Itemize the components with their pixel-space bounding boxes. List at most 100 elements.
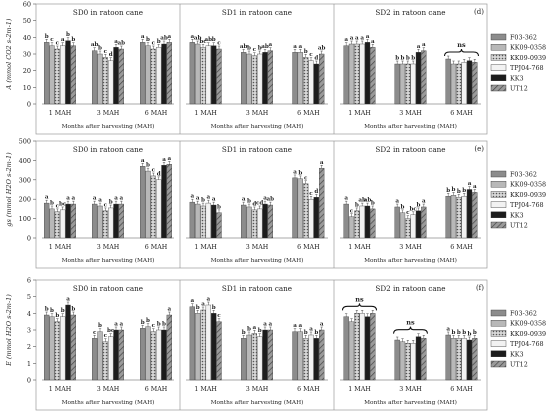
significance-letter: b <box>258 46 262 52</box>
bar <box>156 329 162 381</box>
y-tick-label: 1 <box>27 360 31 368</box>
significance-letter: a <box>350 36 354 42</box>
bar <box>200 205 206 239</box>
bar <box>49 316 55 381</box>
bar <box>118 329 124 381</box>
legend-entry: KK3 <box>510 350 524 358</box>
significance-letter: b <box>417 202 421 208</box>
significance-letter: b <box>371 200 375 206</box>
significance-letter: ab <box>194 36 202 42</box>
significance-letter: c <box>104 202 108 208</box>
panel-title: SD2 in ratoon cane <box>375 8 445 17</box>
bar <box>216 212 222 239</box>
bar <box>348 43 355 105</box>
significance-letter: a <box>422 199 426 205</box>
significance-letter: c <box>304 175 308 181</box>
bar <box>415 52 422 105</box>
legend-swatch <box>490 360 507 368</box>
bar <box>251 55 257 105</box>
bar <box>364 316 371 381</box>
bar <box>189 201 195 239</box>
bar <box>195 43 201 105</box>
significance-letter: b <box>457 189 461 195</box>
bar <box>267 204 273 239</box>
y-tick-label: 0 <box>27 235 31 243</box>
legend-entry: UT12 <box>510 361 528 369</box>
bar <box>394 63 400 105</box>
bar <box>466 339 473 381</box>
significance-letter: b <box>247 46 251 52</box>
bar <box>70 203 76 239</box>
y-tick-label: 4 <box>27 310 31 318</box>
bar <box>303 338 309 381</box>
significance-letter: a <box>114 322 118 328</box>
bar <box>348 321 355 381</box>
bar <box>303 183 309 239</box>
bar <box>313 63 319 105</box>
significance-letter: c <box>152 323 156 329</box>
y-tick-label: 6 <box>27 277 31 285</box>
bar <box>450 338 457 381</box>
bar <box>200 309 206 381</box>
significance-letter: b <box>401 56 405 62</box>
bar <box>421 338 427 381</box>
y-axis-label: E (mmol H2O s-2m-1) <box>5 294 13 367</box>
x-tick-label: 3 MAH <box>97 110 120 117</box>
bar <box>49 208 55 239</box>
bar <box>308 334 314 381</box>
significance-letter: a <box>168 34 172 40</box>
bar <box>60 209 66 239</box>
x-axis-label: Months after harvesting (MAH) <box>364 257 457 264</box>
legend-entry: KK09-0939 <box>510 191 546 199</box>
significance-letter: a <box>355 36 359 42</box>
bar <box>113 47 119 105</box>
legend-swatch <box>490 191 507 198</box>
significance-letter: b <box>457 330 461 336</box>
bar <box>359 205 365 239</box>
bar <box>343 203 349 239</box>
significance-letter: b <box>401 204 405 210</box>
x-tick-label: 3 MAH <box>246 110 269 117</box>
panel-title: SD0 in ratoon cane <box>73 284 143 293</box>
significance-letter: b <box>61 308 65 314</box>
bar <box>246 334 252 381</box>
bar <box>421 50 427 105</box>
x-tick-label: 1 MAH <box>49 386 72 393</box>
significance-letter: ab <box>267 197 275 203</box>
y-tick-label: 5 <box>27 293 31 301</box>
significance-letter: ab <box>91 42 99 48</box>
legend-swatch <box>490 201 507 208</box>
y-tick-label: 10 <box>23 84 31 92</box>
significance-letter: a <box>299 44 303 50</box>
bar <box>472 192 478 239</box>
significance-letter: c <box>56 203 60 209</box>
significance-letter: a <box>66 196 70 202</box>
bar <box>241 338 247 381</box>
panel-2: SD1 in ratoon cane Months after harvestin… <box>186 8 328 130</box>
bar <box>410 63 416 105</box>
x-axis-label: Months after harvesting (MAH) <box>62 399 155 406</box>
legend-swatch <box>490 64 507 71</box>
significance-letter: a <box>212 197 216 203</box>
significance-letter: a <box>468 181 472 187</box>
bar <box>161 165 167 239</box>
bar <box>456 63 462 105</box>
significance-letter: b <box>146 163 150 169</box>
bar <box>102 341 108 381</box>
x-tick-label: 1 MAH <box>194 110 217 117</box>
bar <box>445 334 451 381</box>
significance-letter: b <box>98 46 102 52</box>
significance-letter: b <box>247 199 251 205</box>
y-axis-label: A (mmol CO2 s-2m-1) <box>5 18 13 90</box>
ns-label: ns <box>406 319 415 327</box>
significance-letter: b <box>452 187 456 193</box>
significance-letter: a <box>263 322 267 328</box>
bar <box>370 313 376 381</box>
bar <box>262 203 268 239</box>
bar <box>354 210 360 239</box>
significance-letter: a <box>168 156 172 162</box>
bar <box>92 50 98 105</box>
ns-label: ns <box>355 295 364 303</box>
bar <box>97 331 103 381</box>
